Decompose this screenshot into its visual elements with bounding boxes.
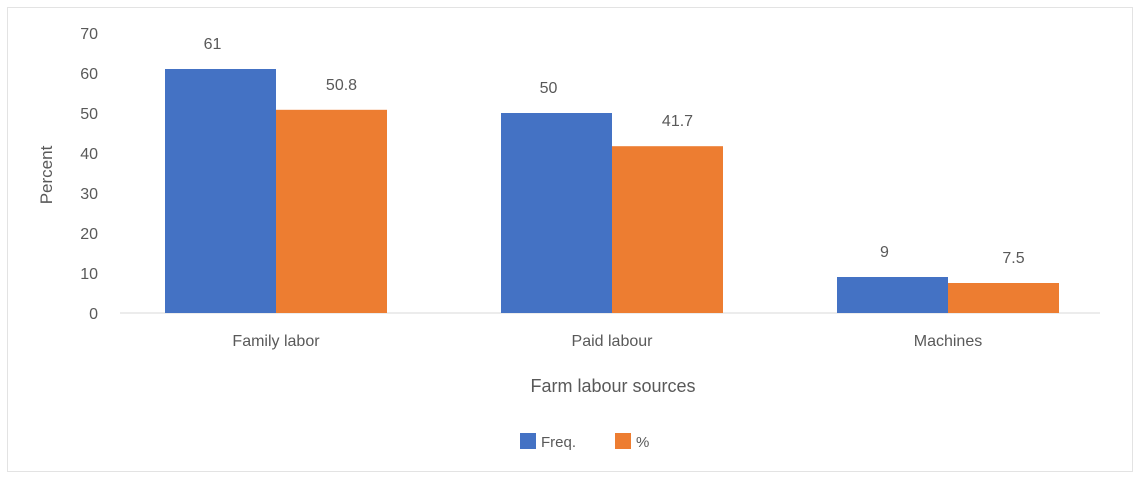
y-tick-label: 50 — [80, 106, 98, 123]
bar-freq-0 — [165, 69, 276, 313]
data-label: 50.8 — [326, 77, 357, 94]
y-axis-label: Percent — [37, 145, 56, 204]
legend-swatch — [615, 433, 631, 449]
y-tick-label: 60 — [80, 66, 98, 83]
x-tick-label: Machines — [914, 333, 982, 350]
y-tick-label: 20 — [80, 226, 98, 243]
x-axis-label: Farm labour sources — [530, 376, 695, 396]
x-tick-label: Paid labour — [572, 333, 654, 350]
bar-percent-2 — [948, 283, 1059, 313]
bar-percent-1 — [612, 146, 723, 313]
legend: Freq.% — [520, 433, 649, 451]
data-label: 50 — [540, 80, 558, 97]
y-tick-label: 0 — [89, 306, 98, 323]
bar-freq-2 — [837, 277, 948, 313]
y-tick-label: 10 — [80, 266, 98, 283]
y-tick-label: 70 — [80, 26, 98, 43]
data-label: 61 — [204, 36, 222, 53]
data-label: 41.7 — [662, 113, 693, 130]
bar-freq-1 — [501, 113, 612, 313]
legend-swatch — [520, 433, 536, 449]
y-tick-label: 40 — [80, 146, 98, 163]
y-tick-label: 30 — [80, 186, 98, 203]
x-tick-label: Family labor — [232, 333, 320, 350]
data-label: 7.5 — [1002, 250, 1024, 267]
category-labels: Family labor Paid labour Machines — [232, 333, 982, 350]
bars-group: 61 50.8 50 41.7 9 7.5 — [165, 36, 1059, 313]
legend-label: Freq. — [541, 434, 576, 451]
data-label: 9 — [880, 244, 889, 261]
y-axis-ticks: 0 10 20 30 40 50 60 70 — [80, 26, 98, 323]
legend-label: % — [636, 434, 649, 451]
bar-percent-0 — [276, 109, 387, 313]
